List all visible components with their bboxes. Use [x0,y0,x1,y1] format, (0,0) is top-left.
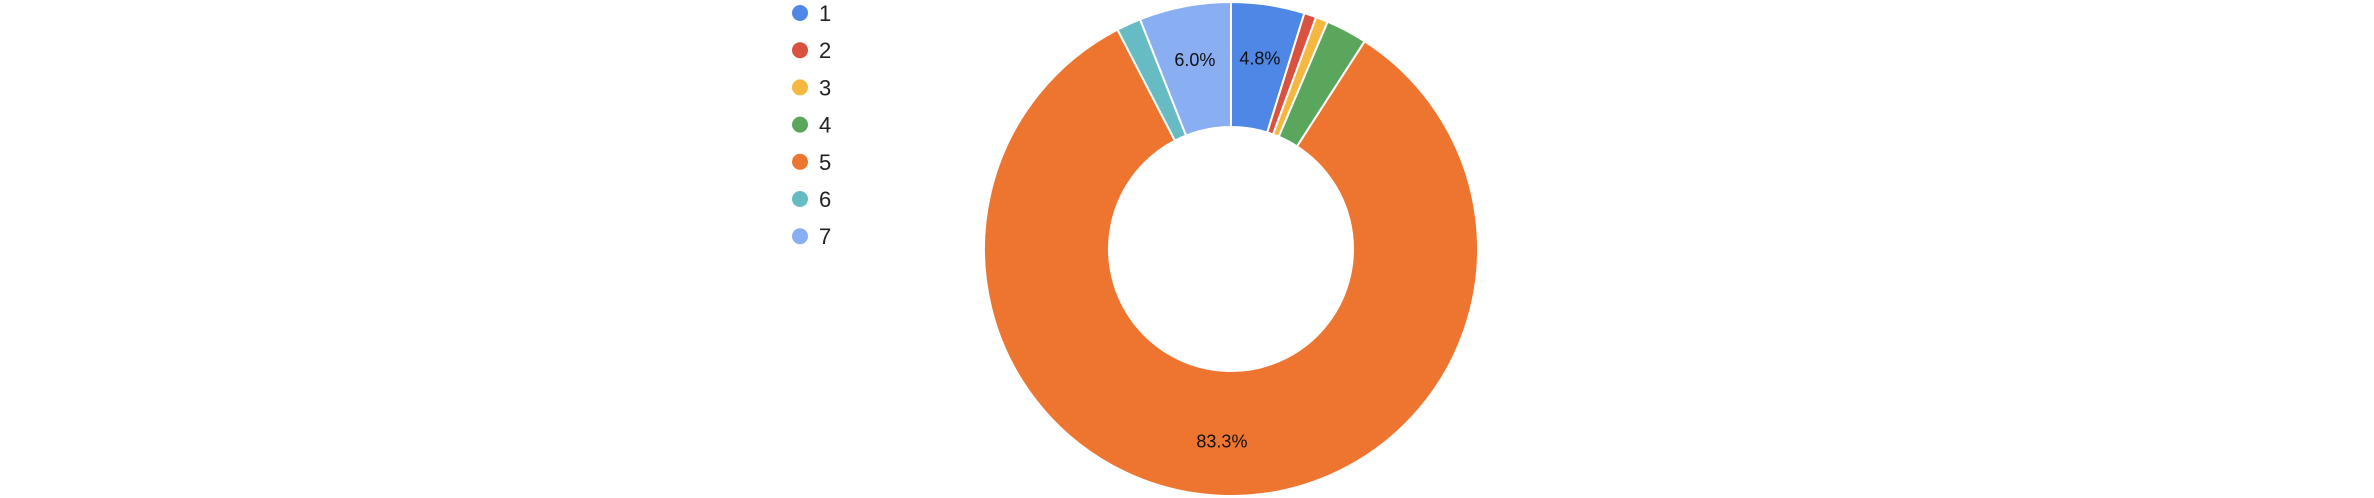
legend: 1 2 3 4 5 6 7 [792,1,831,249]
legend-label-2: 2 [819,38,831,63]
legend-item-3[interactable]: 3 [792,75,831,100]
legend-item-7[interactable]: 7 [792,224,831,249]
legend-swatch-5 [792,153,808,170]
legend-swatch-3 [792,79,808,96]
legend-item-6[interactable]: 6 [792,187,831,212]
legend-item-1[interactable]: 1 [792,1,831,26]
legend-item-2[interactable]: 2 [792,38,831,63]
legend-label-4: 4 [819,113,831,138]
legend-item-4[interactable]: 4 [792,113,831,138]
donut-slices [983,0,1479,497]
slice-label-5: 83.3% [1196,431,1247,451]
slice-7[interactable] [1138,0,1232,137]
slice-label-7: 6.0% [1174,50,1215,70]
legend-item-5[interactable]: 5 [792,150,831,175]
legend-swatch-7 [792,228,808,245]
legend-label-7: 7 [819,224,831,249]
slice-labels: 4.8% 83.3% 6.0% [1174,49,1280,452]
legend-swatch-1 [792,5,808,21]
legend-swatch-4 [792,116,808,133]
slice-label-1: 4.8% [1239,49,1280,69]
legend-label-3: 3 [819,75,831,100]
legend-label-5: 5 [819,150,831,175]
legend-swatch-2 [792,42,808,59]
legend-label-1: 1 [819,1,831,26]
legend-label-6: 6 [819,187,831,212]
slice-5[interactable] [983,28,1479,497]
legend-swatch-6 [792,191,808,207]
